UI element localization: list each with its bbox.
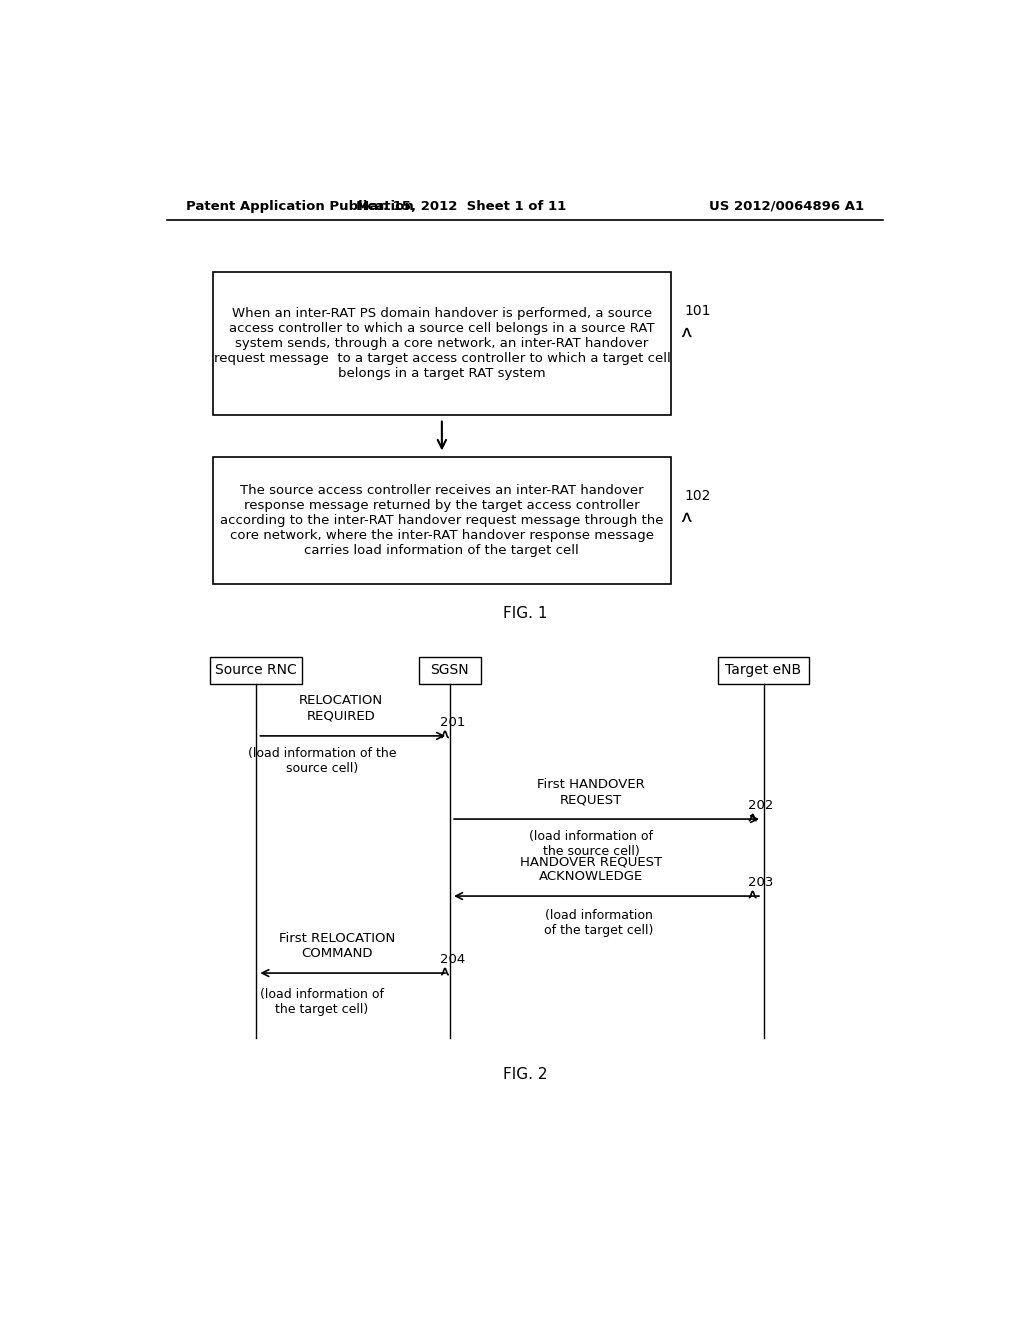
Text: First RELOCATION
COMMAND: First RELOCATION COMMAND <box>280 932 395 960</box>
Text: (load information of the
source cell): (load information of the source cell) <box>248 747 396 775</box>
Text: FIG. 2: FIG. 2 <box>503 1067 547 1082</box>
Bar <box>213 457 671 585</box>
Text: FIG. 1: FIG. 1 <box>503 606 547 620</box>
Text: Patent Application Publication: Patent Application Publication <box>186 199 414 213</box>
Text: Source RNC: Source RNC <box>215 664 297 677</box>
Text: (load information of
the source cell): (load information of the source cell) <box>529 830 653 858</box>
Text: First HANDOVER
REQUEST: First HANDOVER REQUEST <box>538 777 645 807</box>
Bar <box>210 657 302 684</box>
Text: (load information
of the target cell): (load information of the target cell) <box>544 909 653 937</box>
Text: The source access controller receives an inter-RAT handover
response message ret: The source access controller receives an… <box>220 484 664 557</box>
Text: When an inter-RAT PS domain handover is performed, a source
access controller to: When an inter-RAT PS domain handover is … <box>213 308 671 380</box>
Text: Target eNB: Target eNB <box>725 664 802 677</box>
Text: Mar. 15, 2012  Sheet 1 of 11: Mar. 15, 2012 Sheet 1 of 11 <box>356 199 566 213</box>
Text: (load information of
the target cell): (load information of the target cell) <box>260 989 384 1016</box>
Text: 204: 204 <box>440 953 466 966</box>
Text: 201: 201 <box>440 715 466 729</box>
Bar <box>419 657 480 684</box>
Text: US 2012/0064896 A1: US 2012/0064896 A1 <box>710 199 864 213</box>
Bar <box>213 272 671 414</box>
Text: HANDOVER REQUEST
ACKNOWLEDGE: HANDOVER REQUEST ACKNOWLEDGE <box>520 855 663 883</box>
Text: SGSN: SGSN <box>430 664 469 677</box>
Text: RELOCATION
REQUIRED: RELOCATION REQUIRED <box>299 694 383 722</box>
Text: 202: 202 <box>748 799 773 812</box>
Text: 101: 101 <box>684 304 711 318</box>
Text: 102: 102 <box>684 488 711 503</box>
Bar <box>718 657 809 684</box>
Text: 203: 203 <box>748 875 773 888</box>
